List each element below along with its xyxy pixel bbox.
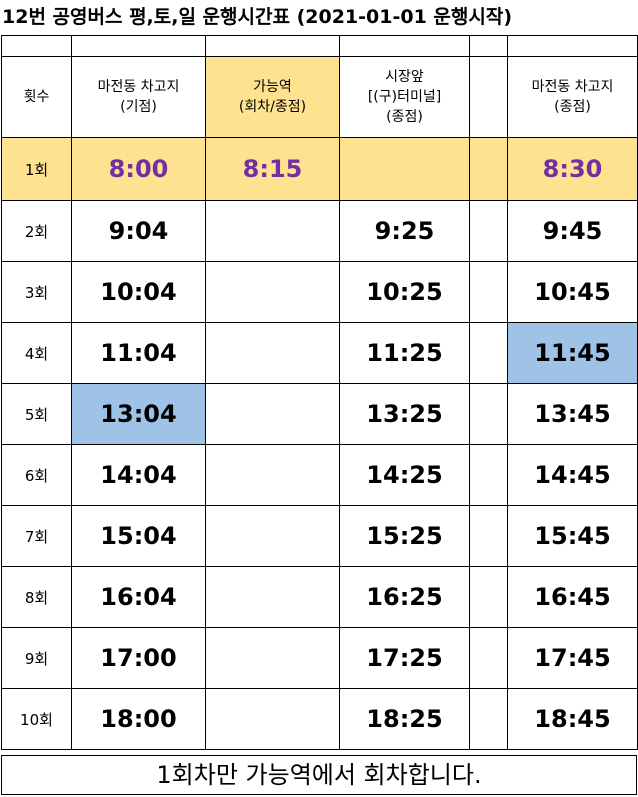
- row-number: 4회: [1, 322, 72, 384]
- time-cell: 9:25: [339, 200, 470, 262]
- header-ganeung-station: 가능역 (회차/종점): [205, 56, 340, 138]
- table-row: 6회 14:04 14:25 14:45: [1, 444, 638, 506]
- blank-cell: [469, 137, 508, 201]
- table-row: 4회 11:04 11:25 11:45: [1, 322, 638, 384]
- blank-cell: [469, 444, 508, 506]
- blank-cell: [469, 688, 508, 750]
- time-cell: 15:04: [71, 505, 206, 567]
- time-cell: 18:45: [507, 688, 638, 750]
- time-cell: 10:25: [339, 261, 470, 323]
- table-row: 8회 16:04 16:25 16:45: [1, 566, 638, 628]
- time-cell: 15:25: [339, 505, 470, 567]
- row-number: 2회: [1, 200, 72, 262]
- table-row: 9회 17:00 17:25 17:45: [1, 627, 638, 689]
- header-start-depot: 마전동 차고지 (기점): [71, 56, 206, 138]
- time-cell: [205, 444, 340, 506]
- time-cell: 11:25: [339, 322, 470, 384]
- header-blank: [469, 56, 508, 138]
- time-cell: 11:04: [71, 322, 206, 384]
- time-cell: [205, 383, 340, 445]
- header-row: 횟수 마전동 차고지 (기점) 가능역 (회차/종점) 시장앞 [(구)터미널] (종점…: [1, 56, 638, 138]
- row-number: 7회: [1, 505, 72, 567]
- table-row: 7회 15:04 15:25 15:45: [1, 505, 638, 567]
- row-number: 9회: [1, 627, 72, 689]
- row-number: 6회: [1, 444, 72, 506]
- row-number: 3회: [1, 261, 72, 323]
- header-end-depot: 마전동 차고지 (종점): [507, 56, 638, 138]
- time-cell-highlighted: 11:45: [507, 322, 638, 384]
- table-row: 1회 8:00 8:15 8:30: [1, 137, 638, 201]
- time-cell: 17:45: [507, 627, 638, 689]
- blank-cell: [469, 627, 508, 689]
- row-number: 5회: [1, 383, 72, 445]
- header-market: 시장앞 [(구)터미널] (종점): [339, 56, 470, 138]
- blank-cell: [469, 383, 508, 445]
- time-cell: 18:25: [339, 688, 470, 750]
- time-cell: 17:25: [339, 627, 470, 689]
- row-number: 10회: [1, 688, 72, 750]
- timetable: 횟수 마전동 차고지 (기점) 가능역 (회차/종점) 시장앞 [(구)터미널] (종점…: [1, 35, 638, 795]
- time-cell: [205, 261, 340, 323]
- time-cell-highlighted: 13:04: [71, 383, 206, 445]
- schedule-table: 횟수 마전동 차고지 (기점) 가능역 (회차/종점) 시장앞 [(구)터미널] (종점…: [1, 35, 638, 750]
- time-cell: 10:04: [71, 261, 206, 323]
- table-row: 10회 18:00 18:25 18:45: [1, 688, 638, 750]
- time-cell: 9:04: [71, 200, 206, 262]
- blank-cell: [469, 505, 508, 567]
- time-cell: 14:04: [71, 444, 206, 506]
- table-row: 5회 13:04 13:25 13:45: [1, 383, 638, 445]
- time-cell: 18:00: [71, 688, 206, 750]
- row-number: 8회: [1, 566, 72, 628]
- table-row: 3회 10:04 10:25 10:45: [1, 261, 638, 323]
- time-cell: 14:45: [507, 444, 638, 506]
- time-cell: [339, 137, 470, 201]
- table-row: 2회 9:04 9:25 9:45: [1, 200, 638, 262]
- time-cell: 10:45: [507, 261, 638, 323]
- row-number: 1회: [1, 137, 72, 201]
- blank-cell: [469, 261, 508, 323]
- page-title: 12번 공영버스 평,토,일 운행시간표 (2021-01-01 운행시작): [2, 6, 513, 28]
- time-cell: 16:04: [71, 566, 206, 628]
- time-cell: 17:00: [71, 627, 206, 689]
- time-cell: 8:30: [507, 137, 638, 201]
- time-cell: 16:25: [339, 566, 470, 628]
- time-cell: 8:15: [205, 137, 340, 201]
- time-cell: [205, 688, 340, 750]
- footer-note: 1회차만 가능역에서 회차합니다.: [1, 755, 637, 795]
- time-cell: [205, 566, 340, 628]
- time-cell: 13:45: [507, 383, 638, 445]
- blank-cell: [469, 322, 508, 384]
- time-cell: 8:00: [71, 137, 206, 201]
- time-cell: 14:25: [339, 444, 470, 506]
- blank-cell: [469, 566, 508, 628]
- time-cell: 13:25: [339, 383, 470, 445]
- time-cell: 9:45: [507, 200, 638, 262]
- header-count: 횟수: [1, 56, 72, 138]
- spacer-row: [1, 35, 638, 57]
- time-cell: 16:45: [507, 566, 638, 628]
- time-cell: [205, 627, 340, 689]
- blank-cell: [469, 200, 508, 262]
- time-cell: [205, 200, 340, 262]
- time-cell: 15:45: [507, 505, 638, 567]
- time-cell: [205, 505, 340, 567]
- time-cell: [205, 322, 340, 384]
